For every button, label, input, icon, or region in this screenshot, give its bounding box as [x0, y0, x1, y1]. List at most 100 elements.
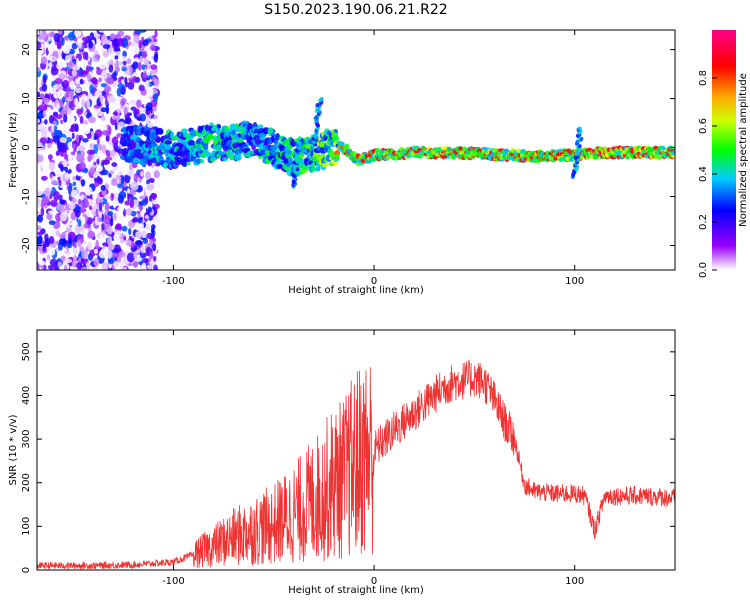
spectrogram-noise-cell: [99, 46, 104, 53]
spectrogram-noise-cell: [115, 223, 122, 231]
spectrogram-noise-cell: [86, 112, 92, 118]
spectrogram-noise-cell: [106, 113, 111, 119]
spectrogram-noise-cell: [74, 78, 81, 85]
spectrogram-ridge-cell: [216, 124, 222, 129]
spectrogram-noise-cell: [112, 198, 117, 209]
spectrogram-noise-cell: [52, 111, 59, 117]
spectrogram-noise-cell: [139, 113, 147, 122]
spectrogram-ridge-cell: [164, 145, 173, 151]
spectrogram-noise-cell: [83, 111, 88, 116]
spectrogram-noise-cell: [133, 34, 140, 44]
spectrogram-ridge-cell: [229, 156, 236, 161]
spectrogram-noise-cell: [146, 184, 154, 191]
spectrogram-noise-cell: [40, 127, 48, 137]
spectrogram-noise-cell: [58, 30, 63, 35]
colorbar-ticks: 0.0 0.2 0.4 0.6 0.8: [698, 70, 717, 278]
spectrogram-ridge-cell: [458, 146, 464, 151]
spectrogram-noise-cell: [125, 208, 132, 216]
spectrogram-noise-cell: [93, 181, 100, 187]
spectrogram-noise-cell: [59, 237, 67, 246]
spectrogram-noise-cell: [107, 236, 112, 246]
spectrogram-frame: [36, 29, 676, 271]
spectrogram-noise-cell: [86, 240, 93, 251]
spectrogram-noise-cell: [70, 91, 74, 101]
spectrogram-ridge-cell: [339, 141, 345, 146]
spectrogram-noise-cell: [52, 84, 57, 94]
colorbar-tick-label: 0.2: [698, 214, 709, 230]
spectrogram-noise-cell: [130, 242, 135, 248]
spectrogram-ridge-cell: [234, 154, 242, 161]
spectrogram-ridge-cell: [202, 143, 209, 150]
spectrogram-noise-cell: [82, 126, 91, 135]
spectrogram-noise-cell: [77, 219, 82, 227]
spectrogram-noise-cell: [70, 221, 75, 227]
spectrogram-noise-cell: [114, 122, 118, 131]
snr-axes: -100 0 100 0 100 200 300 400 500: [21, 330, 675, 587]
spectrogram-noise-cell: [112, 115, 117, 120]
spectrogram-noise-cell: [55, 119, 59, 126]
spectrogram-noise-cell: [96, 192, 100, 203]
spectrogram-noise-cell: [128, 164, 134, 171]
spectrogram-noise-cell: [113, 142, 119, 152]
spectrogram-ridge-cell: [126, 156, 135, 164]
spectrogram-noise-cell: [78, 145, 86, 152]
spectrogram-noise-cell: [113, 244, 121, 253]
spectrogram-streak-cell: [319, 97, 324, 102]
spectrogram-noise-cell: [70, 189, 79, 198]
spectrogram-noise-cell: [42, 196, 50, 205]
spectrogram-noise-cell: [133, 107, 138, 117]
snr-xlabel: Height of straight line (km): [288, 585, 424, 596]
spectrogram-noise-cell: [73, 241, 77, 248]
snr-xtick-label: 100: [565, 576, 584, 587]
spectrogram-noise-cell: [146, 264, 153, 270]
spectrogram-noise-cell: [53, 190, 60, 201]
spectrogram-noise-cell: [117, 183, 124, 189]
spectrogram-noise-cell: [144, 195, 149, 205]
spectrogram-noise-cell: [37, 196, 41, 204]
spectrogram-noise-cell: [67, 231, 76, 240]
spectrogram-noise-cell: [145, 258, 149, 263]
spectrogram-noise-cell: [71, 68, 77, 77]
spectrogram-noise-cell: [148, 177, 155, 183]
spectrogram-noise-cell: [102, 39, 111, 45]
spectrogram-noise-cell: [68, 182, 73, 190]
snr-xtick-label: 0: [371, 576, 377, 587]
spectrogram-noise-cell: [93, 152, 98, 162]
spectrogram-noise-cell: [132, 76, 137, 82]
spectrogram-noise-cell: [83, 168, 88, 174]
spectrogram-noise-cell: [122, 55, 126, 61]
spectrogram-ridge-cell: [267, 127, 274, 135]
spectrogram-noise-cell: [37, 112, 44, 118]
spectrogram-noise-cell: [48, 154, 52, 162]
spectrogram-noise-cell: [76, 57, 80, 67]
spectrogram-noise-cell: [120, 98, 126, 107]
spectrogram-noise-cell: [67, 61, 75, 69]
spectrogram-noise-cell: [106, 77, 115, 85]
spectrogram-noise-cell: [37, 186, 44, 192]
spectrogram-noise-cell: [130, 30, 134, 36]
spectrogram-noise-cell: [99, 63, 106, 70]
spectrogram-noise-cell: [52, 55, 56, 62]
spectrogram-noise-cell: [144, 80, 150, 89]
spectrogram-noise-cell: [97, 111, 104, 116]
spectrogram-noise-cell: [56, 39, 62, 49]
spectrogram-noise-cell: [76, 153, 84, 163]
spectrogram-ytick-label: 10: [21, 92, 32, 105]
spectrogram-noise-cell: [105, 135, 110, 142]
spectrogram-noise-cell: [152, 255, 157, 262]
spectrogram-noise-cell: [110, 192, 114, 201]
spectrogram-noise-cell: [126, 58, 132, 65]
spectrogram-noise-cell: [56, 62, 63, 70]
spectrogram-noise-cell: [82, 138, 89, 143]
spectrogram-noise-cell: [71, 132, 75, 140]
spectrogram-noise-cell: [105, 195, 110, 200]
spectrogram-noise-cell: [48, 138, 54, 144]
spectrogram-noise-cell: [94, 129, 103, 138]
spectrogram-noise-cell: [118, 191, 127, 200]
spectrogram-noise-cell: [148, 240, 153, 249]
snr-frame: [36, 329, 676, 571]
spectrogram-noise-cell: [84, 198, 89, 203]
spectrogram-ridge-cell: [259, 149, 267, 156]
